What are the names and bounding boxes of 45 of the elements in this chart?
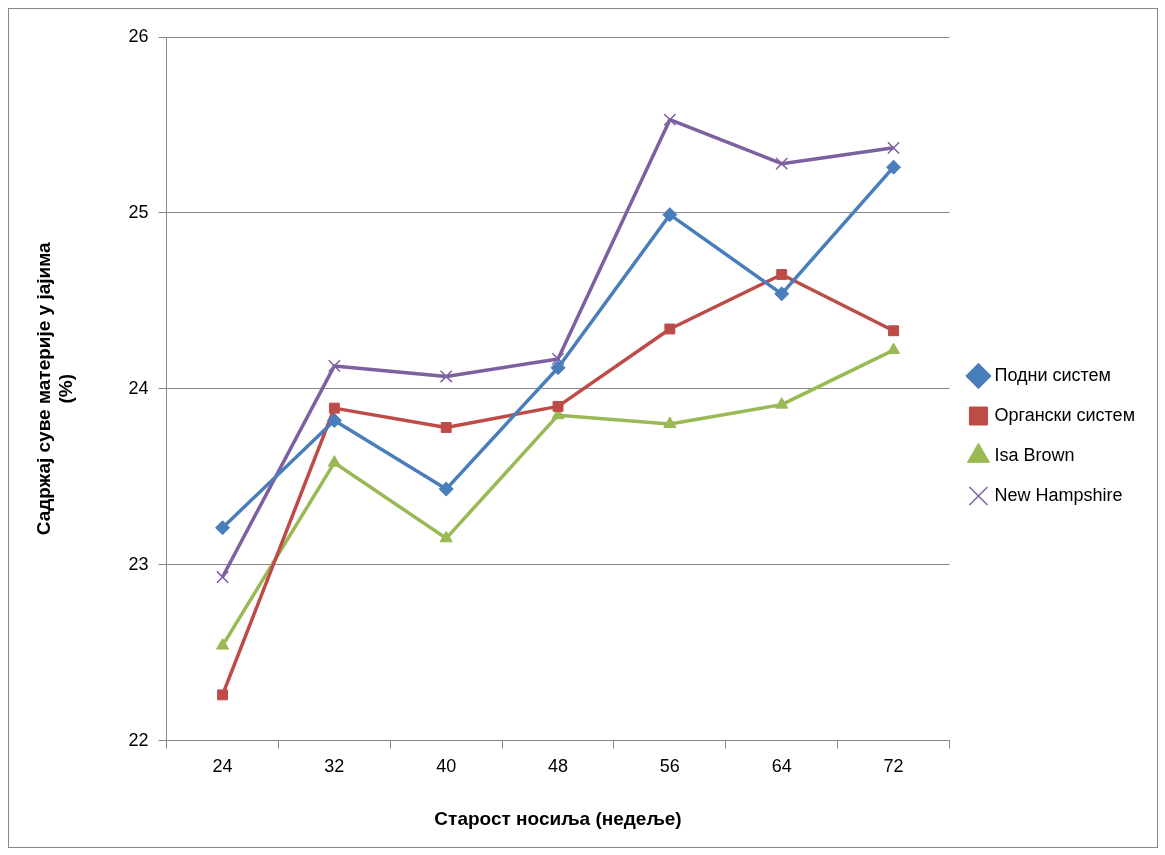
point: [327, 455, 341, 467]
point: [215, 638, 230, 650]
point: [328, 402, 340, 414]
point: [550, 360, 566, 376]
point: [663, 113, 677, 127]
point: [216, 570, 229, 584]
point: [888, 325, 899, 337]
point: [439, 370, 453, 383]
point: [664, 323, 676, 335]
x-tick-label: 48: [548, 756, 569, 777]
y-tick-label: 26: [128, 25, 149, 46]
point: [774, 286, 790, 302]
point: [438, 481, 454, 497]
legend-label: Подни систем: [994, 364, 1111, 385]
point: [440, 422, 452, 433]
point: [215, 520, 231, 536]
point: [775, 397, 789, 409]
point: [775, 157, 789, 171]
point: [439, 530, 453, 543]
point: [326, 412, 342, 428]
x-tick-label: 32: [324, 756, 345, 777]
y-tick-label: 25: [128, 201, 149, 222]
x-axis-title: Старост носиља (недеље): [434, 807, 682, 829]
y-tick-label: 23: [128, 553, 149, 574]
x-tick-label: 64: [771, 756, 792, 777]
point: [776, 269, 788, 280]
point: [217, 689, 228, 701]
x-tick-label: 40: [436, 756, 457, 777]
point: [887, 141, 900, 155]
y-tick-label: 22: [128, 729, 149, 750]
point: [662, 207, 678, 223]
legend-label: Isa Brown: [994, 444, 1075, 465]
legend-label: New Hampshire: [994, 484, 1123, 505]
point: [327, 359, 341, 373]
y-axis-title: Садржај суве материје у јајима (%): [32, 241, 77, 536]
point: [886, 159, 902, 175]
y-tick-label: 24: [128, 377, 149, 398]
legend-label: Органски систем: [994, 404, 1135, 425]
x-tick-label: 72: [883, 756, 904, 777]
x-tick-label: 24: [212, 756, 233, 777]
point: [552, 400, 564, 412]
point: [886, 342, 901, 355]
point: [663, 416, 677, 428]
x-tick-label: 56: [659, 756, 680, 777]
point: [551, 352, 565, 366]
